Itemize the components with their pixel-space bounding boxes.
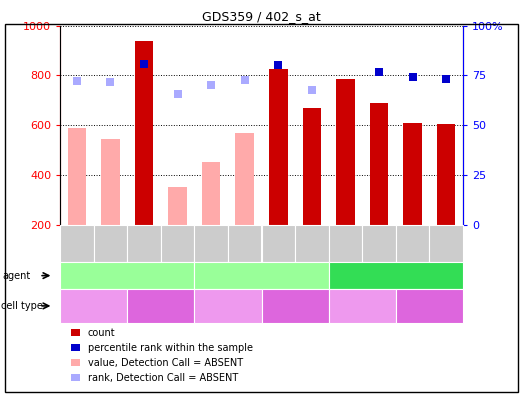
Text: trabecular
meshwork: trabecular meshwork — [274, 296, 317, 316]
Bar — [101, 139, 120, 225]
Bar — [303, 108, 321, 225]
Text: agent: agent — [3, 270, 31, 281]
Bar — [235, 133, 254, 225]
Text: GSM6682: GSM6682 — [240, 225, 249, 262]
Text: trabecular
meshwork: trabecular meshwork — [139, 296, 183, 316]
Text: ciliary muscle: ciliary muscle — [333, 301, 391, 310]
Bar — [67, 128, 86, 225]
Bar — [135, 41, 153, 225]
Text: GSM6681: GSM6681 — [207, 225, 215, 262]
Text: prostaglandin F2alpha: prostaglandin F2alpha — [341, 270, 450, 281]
Bar — [437, 124, 456, 225]
Text: value, Detection Call = ABSENT: value, Detection Call = ABSENT — [88, 358, 243, 368]
Text: GSM7624: GSM7624 — [173, 225, 182, 262]
Bar — [370, 103, 388, 225]
Text: GSM6687: GSM6687 — [408, 225, 417, 262]
Text: GSM7622: GSM7622 — [106, 225, 115, 262]
Text: ciliary muscle: ciliary muscle — [199, 301, 257, 310]
Text: cell type: cell type — [1, 301, 42, 311]
Bar — [202, 162, 220, 225]
Text: GSM6684: GSM6684 — [308, 225, 316, 262]
Text: GSM7621: GSM7621 — [72, 225, 82, 262]
Text: rank, Detection Call = ABSENT: rank, Detection Call = ABSENT — [88, 373, 238, 383]
Bar — [403, 123, 422, 225]
Text: GSM6686: GSM6686 — [374, 225, 383, 262]
Text: percentile rank within the sample: percentile rank within the sample — [88, 343, 253, 353]
Text: control: control — [110, 270, 144, 281]
Text: ciliary muscle: ciliary muscle — [65, 301, 123, 310]
Text: latanoprost free acid: latanoprost free acid — [211, 270, 312, 281]
Bar — [168, 187, 187, 225]
Text: GSM6688: GSM6688 — [441, 225, 451, 262]
Text: GSM6685: GSM6685 — [341, 225, 350, 262]
Bar — [269, 69, 288, 225]
Text: GSM7623: GSM7623 — [140, 225, 149, 262]
Text: GDS359 / 402_s_at: GDS359 / 402_s_at — [202, 10, 321, 23]
Text: GSM6683: GSM6683 — [274, 225, 283, 262]
Text: count: count — [88, 327, 116, 338]
Bar — [336, 79, 355, 225]
Text: trabecular
meshwork: trabecular meshwork — [407, 296, 451, 316]
